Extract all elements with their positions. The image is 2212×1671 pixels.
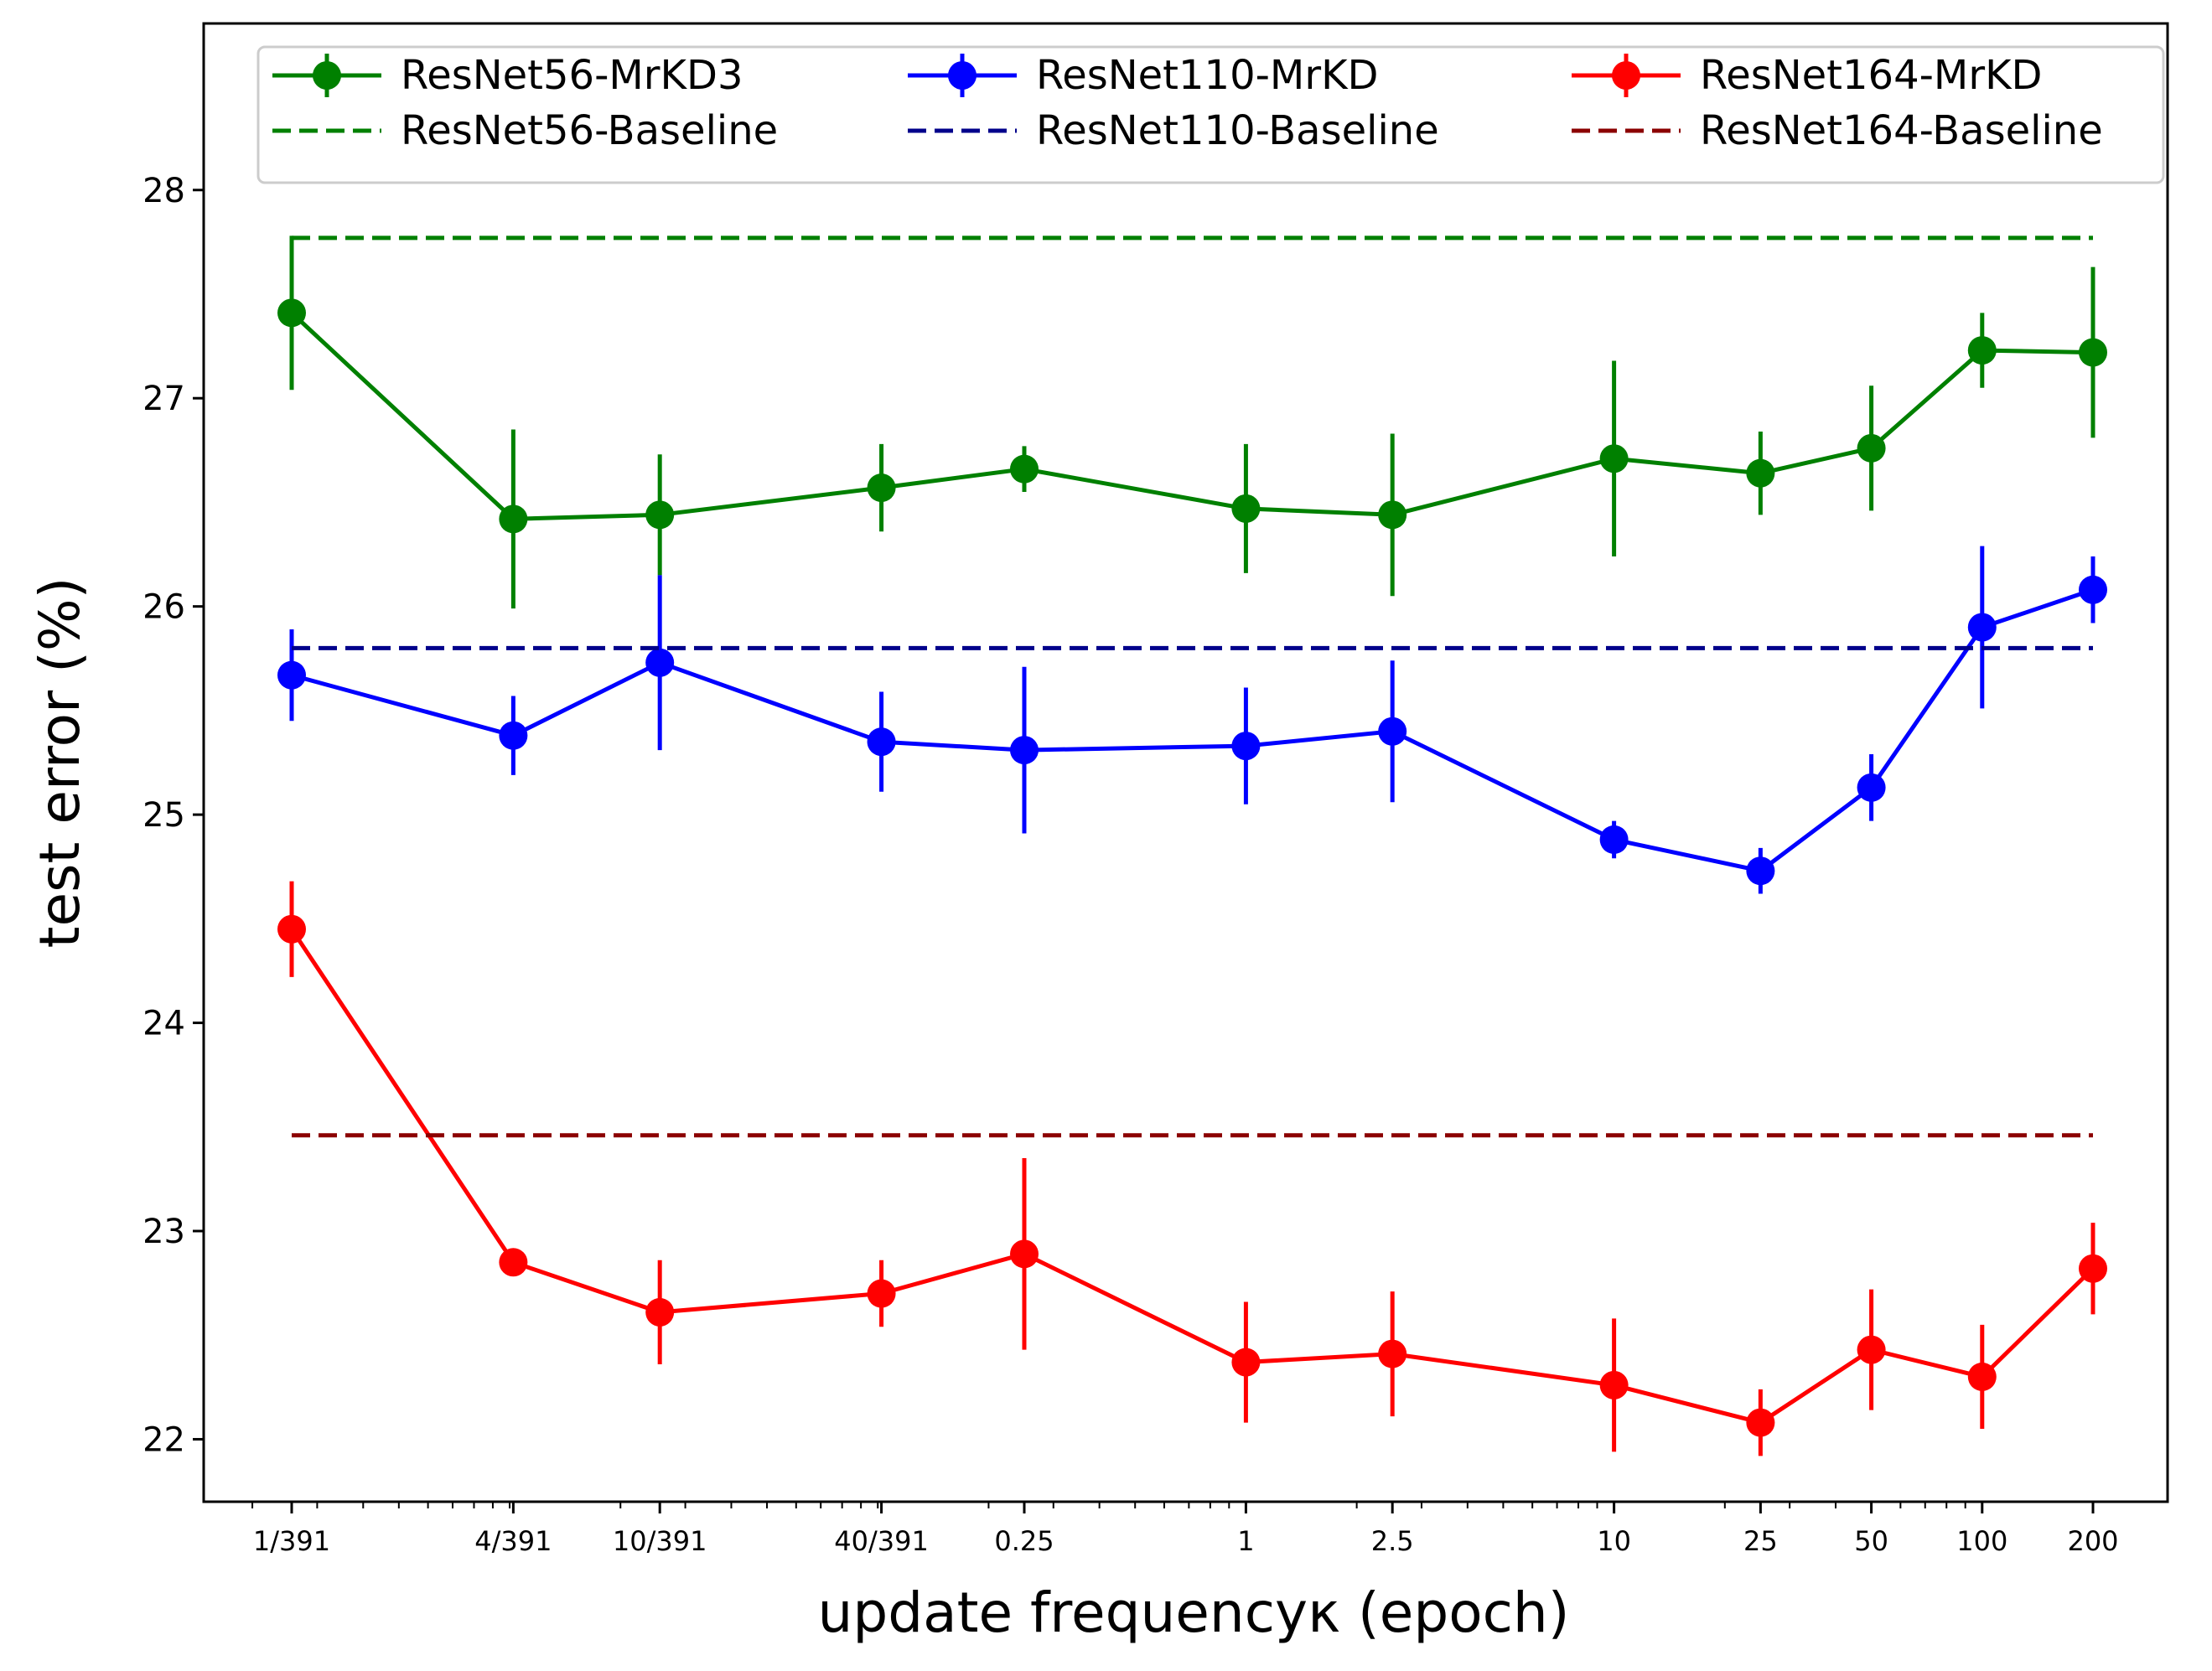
y-tick-label: 28 <box>142 172 185 210</box>
resnet110-mrkd-point <box>645 648 675 677</box>
x-tick-label: 1 <box>1237 1525 1254 1557</box>
y-tick-label: 25 <box>142 796 185 835</box>
resnet56-mrkd3-point <box>499 504 528 534</box>
resnet110-mrkd-point <box>2079 575 2107 604</box>
resnet164-mrkd-point <box>1599 1370 1629 1399</box>
legend-label: ResNet56-MrKD3 <box>401 52 743 99</box>
resnet110-mrkd-point <box>1746 856 1775 886</box>
y-tick-label: 22 <box>142 1420 185 1459</box>
resnet56-mrkd3-point <box>1967 336 1997 365</box>
resnet56-mrkd3-point <box>1378 500 1407 530</box>
legend-item-resnet56-mrkd3: ResNet56-MrKD3 <box>272 52 743 99</box>
resnet110-mrkd-point <box>1599 825 1629 854</box>
resnet56-mrkd3-point <box>2079 338 2107 367</box>
resnet110-mrkd-point <box>1231 732 1261 761</box>
legend-label: ResNet110-Baseline <box>1036 107 1439 154</box>
y-tick-label: 23 <box>142 1213 185 1251</box>
x-tick-label: 2.5 <box>1371 1525 1414 1557</box>
legend-item-resnet110-mrkd: ResNet110-MrKD <box>908 52 1379 99</box>
y-tick-label: 24 <box>142 1005 185 1043</box>
y-tick-label: 27 <box>142 380 185 418</box>
resnet164-mrkd-point <box>1378 1339 1407 1368</box>
resnet56-mrkd3-point <box>1009 454 1039 484</box>
legend-swatch-marker <box>948 61 976 90</box>
x-tick-label: 10/391 <box>613 1525 707 1557</box>
x-tick-label: 1/391 <box>253 1525 330 1557</box>
x-axis: 1/391 4/391 10/391 40/391 0.25 1 2.5 10 25 50 100 2… <box>251 1502 2119 1557</box>
resnet164-mrkd-point <box>277 914 306 944</box>
resnet56-mrkd3-line <box>290 311 2094 521</box>
y-axis: 22 23 24 25 26 27 28 <box>142 172 204 1459</box>
legend-item-resnet164-baseline: ResNet164-Baseline <box>1572 107 2103 154</box>
resnet56-mrkd3-point <box>1599 444 1629 473</box>
y-tick-label: 26 <box>142 588 185 627</box>
resnet56-mrkd3-point <box>277 298 306 328</box>
resnet164-mrkd-point <box>1967 1362 1997 1391</box>
legend-item-resnet56-baseline: ResNet56-Baseline <box>272 107 778 154</box>
resnet110-mrkd-line <box>291 587 2094 873</box>
legend-item-resnet110-baseline: ResNet110-Baseline <box>908 107 1439 154</box>
legend-item-resnet164-mrkd: ResNet164-MrKD <box>1572 52 2043 99</box>
x-tick-label: 50 <box>1854 1525 1888 1557</box>
resnet110-mrkd-point <box>1967 613 1997 642</box>
legend-label: ResNet110-MrKD <box>1036 52 1379 99</box>
resnet164-mrkd-point <box>867 1279 896 1308</box>
x-tick-label: 25 <box>1743 1525 1778 1557</box>
resnet164-mrkd-point <box>645 1297 675 1327</box>
resnet110-mrkd-series <box>277 546 2107 894</box>
x-tick-label: 40/391 <box>834 1525 929 1557</box>
resnet110-mrkd-point <box>499 721 528 750</box>
resnet56-mrkd3-point <box>1231 494 1261 523</box>
x-tick-label: 0.25 <box>994 1525 1054 1557</box>
legend-frame <box>256 45 2165 184</box>
resnet164-mrkd-line <box>289 928 2095 1425</box>
x-tick-label: 10 <box>1597 1525 1631 1557</box>
legend-swatch-marker <box>313 61 341 90</box>
legend-label: ResNet56-Baseline <box>401 107 778 154</box>
legend-label: ResNet164-Baseline <box>1700 107 2103 154</box>
legend-swatch-marker <box>1612 61 1640 90</box>
resnet56-mrkd3-point <box>1746 458 1775 488</box>
resnet56-mrkd3-point <box>1857 433 1886 463</box>
resnet56-mrkd3-series <box>277 235 2107 609</box>
resnet164-mrkd-point <box>1009 1239 1039 1269</box>
x-tick-label: 4/391 <box>474 1525 552 1557</box>
resnet164-mrkd-point <box>1857 1335 1886 1364</box>
resnet164-mrkd-point <box>1746 1408 1775 1437</box>
resnet164-mrkd-point <box>1231 1348 1261 1377</box>
resnet110-mrkd-point <box>1009 736 1039 765</box>
resnet110-mrkd-point <box>1378 717 1407 746</box>
resnet164-mrkd-point <box>2079 1254 2107 1283</box>
resnet110-mrkd-point <box>1857 773 1886 802</box>
resnet110-mrkd-point <box>277 660 306 690</box>
resnet56-mrkd3-point <box>867 473 896 503</box>
resnet110-mrkd-point <box>867 727 896 757</box>
legend: ResNet56-MrKD3 ResNet56-Baseline ResNet110… <box>256 45 2165 184</box>
resnet164-mrkd-point <box>499 1248 528 1277</box>
x-tick-label: 100 <box>1956 1525 2007 1557</box>
y-axis-title: test error (%) <box>28 577 92 949</box>
series-layer <box>277 235 2107 1456</box>
legend-label: ResNet164-MrKD <box>1700 52 2043 99</box>
plot-frame <box>202 22 2169 1503</box>
resnet56-mrkd3-point <box>645 500 675 530</box>
x-tick-label: 200 <box>2067 1525 2118 1557</box>
x-axis-title: update frequencyκ (epoch) <box>818 1580 1570 1645</box>
resnet164-mrkd-series <box>277 881 2107 1456</box>
